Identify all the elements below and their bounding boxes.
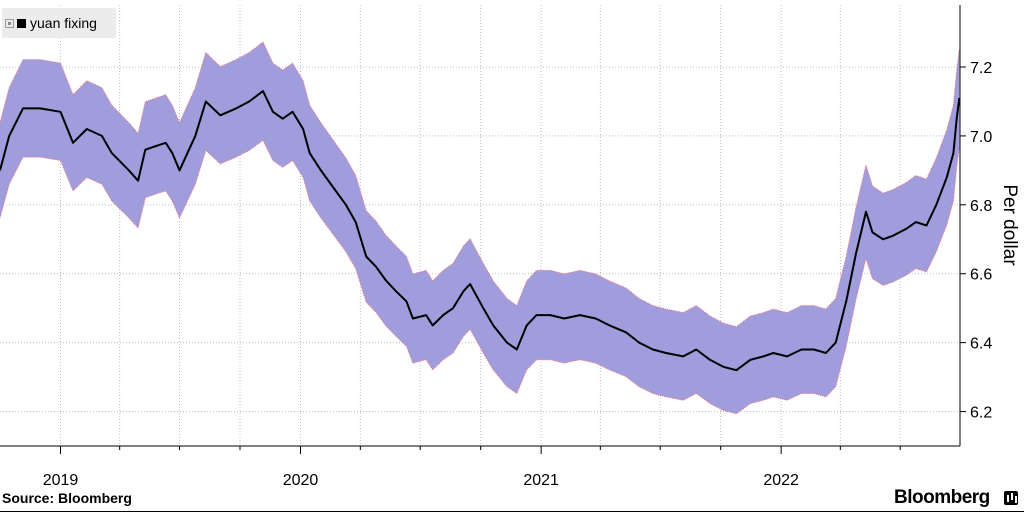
legend[interactable]: yuan fixing bbox=[2, 8, 116, 38]
y-tick-label: 7.0 bbox=[970, 129, 992, 146]
x-tick-label: 2020 bbox=[283, 472, 319, 489]
y-tick-label: 6.2 bbox=[970, 405, 992, 422]
legend-swatch-icon bbox=[17, 18, 26, 28]
legend-toggle-icon[interactable] bbox=[5, 18, 14, 28]
band-lower-edge bbox=[0, 139, 960, 415]
band-upper-edge bbox=[0, 41, 960, 328]
fixing-band bbox=[0, 42, 960, 414]
y-tick-label: 7.2 bbox=[970, 60, 992, 77]
y-tick-label: 6.6 bbox=[970, 267, 992, 284]
bottom-divider bbox=[0, 511, 1024, 512]
axes: 6.2 6.4 6.6 6.8 7.0 7.2 2019 2020 2021 2022 bbox=[0, 5, 992, 489]
legend-label: yuan fixing bbox=[30, 15, 97, 31]
yuan-fixing-line bbox=[0, 90, 961, 372]
source-note: Source: Bloomberg bbox=[2, 490, 132, 506]
y-tick-label: 6.8 bbox=[970, 198, 992, 215]
y-tick-label: 6.4 bbox=[970, 336, 992, 353]
bloomberg-chart-icon bbox=[1004, 491, 1018, 505]
x-tick-label: 2022 bbox=[763, 472, 799, 489]
x-tick-label: 2021 bbox=[523, 472, 559, 489]
y-axis-label: Per dollar bbox=[999, 184, 1020, 266]
brand-logo: Bloomberg bbox=[894, 487, 990, 508]
x-tick-label: 2019 bbox=[43, 472, 79, 489]
